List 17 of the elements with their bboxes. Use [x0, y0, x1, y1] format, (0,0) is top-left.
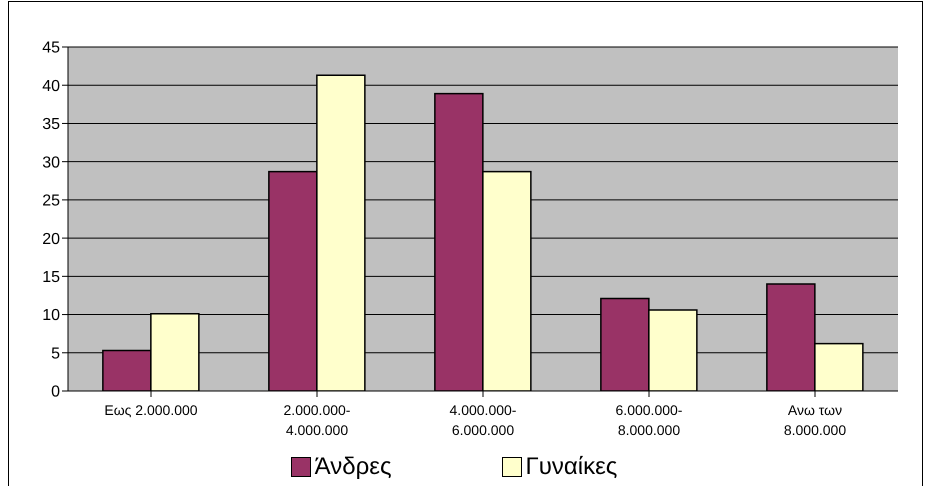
y-tick-label: 10	[42, 307, 60, 324]
x-tick-label: 2.000.000-4.000.000	[284, 402, 351, 438]
x-tick-label: Ανω των 8.000.000	[784, 402, 846, 438]
y-tick-label: 30	[42, 154, 60, 172]
y-tick-label: 35	[42, 116, 60, 134]
y-tick-label: 45	[42, 40, 60, 57]
y-tick-label: 20	[42, 230, 60, 248]
y-tick-label: 15	[42, 269, 60, 286]
legend-label: Άνδρες	[314, 453, 392, 481]
y-tick-label: 25	[42, 192, 60, 210]
legend-label: Γυναίκες	[526, 453, 618, 481]
y-tick-label: 5	[51, 345, 60, 362]
x-tick-label: 4.000.000-6.000.000	[450, 402, 517, 438]
x-tick-label: Εως 2.000.000	[104, 402, 198, 418]
x-tick-label: 6.000.000-8.000.000	[616, 402, 683, 438]
y-tick-label: 40	[42, 78, 60, 95]
y-tick-label: 0	[51, 384, 60, 401]
